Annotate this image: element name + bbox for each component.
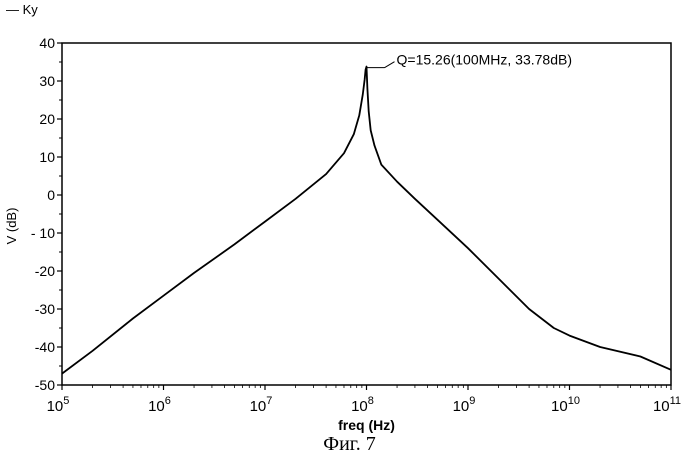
x-tick-label: 108 (351, 395, 374, 415)
figure-caption: Фиг. 7 (0, 433, 699, 456)
annotation-leader-bend (385, 62, 395, 68)
y-tick-label: -30 (35, 301, 55, 317)
y-tick-label: 10 (39, 149, 55, 165)
y-tick-label: 20 (39, 111, 55, 127)
y-tick-label: -40 (35, 339, 55, 355)
y-tick-label: -20 (35, 263, 55, 279)
y-tick-label: -50 (35, 377, 55, 393)
y-tick-label: 30 (39, 73, 55, 89)
x-tick-label: 109 (453, 395, 476, 415)
x-tick-label: 107 (250, 395, 273, 415)
x-tick-label: 106 (148, 395, 171, 415)
x-tick-label: 1010 (551, 395, 580, 415)
plot-frame (62, 43, 671, 385)
y-tick-label: 40 (39, 35, 55, 51)
x-tick-label: 1011 (653, 395, 681, 415)
y-tick-label: - 10 (31, 225, 55, 241)
x-tick-label: 105 (47, 395, 70, 415)
x-axis-label: freq (Hz) (338, 417, 395, 433)
y-tick-label: 0 (47, 187, 55, 203)
peak-annotation: Q=15.26(100MHz, 33.78dB) (397, 52, 573, 68)
y-axis-label: V (dB) (4, 208, 19, 245)
series-line-ky (62, 67, 671, 374)
